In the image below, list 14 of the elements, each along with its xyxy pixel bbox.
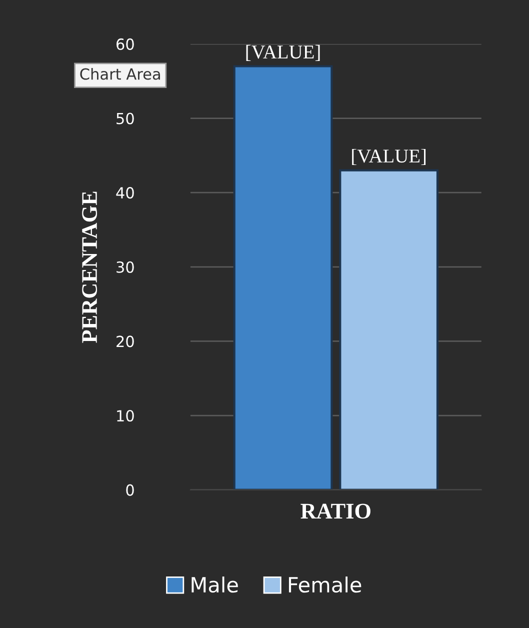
y-tick-label: 20 [116,336,134,348]
y-tick-label: 10 [117,410,134,422]
legend-label: Female [288,576,362,593]
data-label: [VALUE] [246,44,320,61]
x-axis-title: RATIO [300,504,370,519]
text: Chart Area [80,68,160,80]
y-tick-label: 40 [116,187,134,199]
data-label: [VALUE] [352,148,426,166]
y-tick-label: 50 [116,112,134,124]
y-axis-title: PERCENTAGE [82,192,98,343]
y-tick-label: 60 [116,38,134,50]
y-tick-label: 0 [126,484,134,496]
y-tick-label: 30 [116,261,134,273]
legend-label: Male [192,576,238,593]
